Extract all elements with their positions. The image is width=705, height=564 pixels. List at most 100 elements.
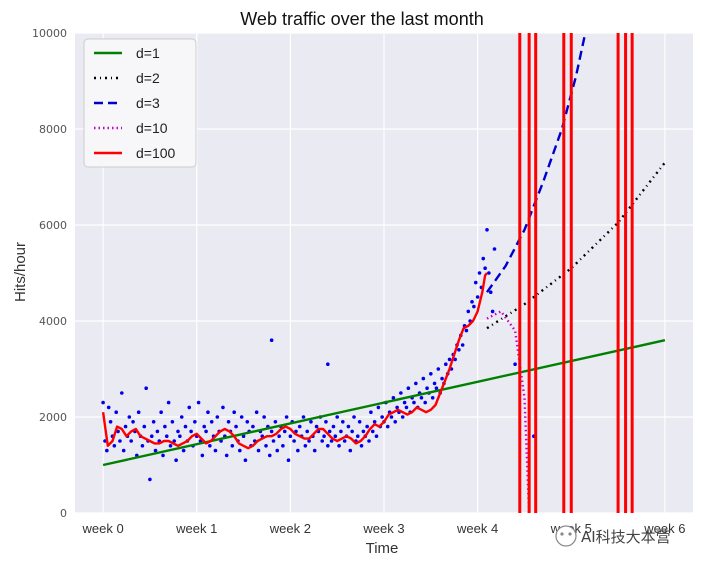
scatter-point (142, 424, 147, 429)
scatter-point (284, 415, 289, 419)
scatter-point (127, 415, 132, 419)
scatter-point (301, 415, 306, 419)
scatter-point (181, 448, 186, 453)
scatter-point (389, 415, 394, 419)
scatter-point (339, 429, 343, 434)
scatter-point (359, 444, 364, 448)
scatter-point (423, 400, 428, 405)
scatter-point (374, 434, 379, 439)
scatter-point (412, 400, 416, 405)
scatter-point (189, 429, 193, 434)
scatter-point (245, 420, 250, 424)
scatter-point (241, 434, 246, 439)
y-tick-label: 4000 (39, 315, 67, 328)
legend: d=1 d=2 d=3 d=10 d=100 (83, 38, 197, 168)
scatter-point (453, 357, 457, 362)
scatter-point (208, 444, 212, 448)
scatter-point (312, 448, 317, 453)
scatter-point (153, 448, 158, 453)
scatter-point (277, 434, 281, 439)
scatter-point (406, 386, 411, 391)
scatter-point (239, 415, 244, 419)
scatter-point (202, 424, 207, 429)
scatter-point (376, 405, 381, 410)
scatter-point (513, 362, 517, 367)
legend-box (83, 38, 197, 168)
scatter-point (148, 477, 152, 482)
y-tick-label: 6000 (39, 219, 67, 232)
scatter-point (140, 444, 145, 448)
watermark-logo-eye-left (560, 532, 564, 536)
scatter-point (232, 410, 236, 415)
scatter-point (444, 362, 448, 367)
scatter-point (421, 376, 426, 381)
scatter-point (402, 400, 407, 405)
scatter-point (320, 439, 325, 443)
scatter-point (151, 420, 156, 424)
scatter-point (273, 420, 278, 424)
scatter-point (348, 448, 353, 453)
scatter-point (492, 247, 497, 251)
scatter-point (483, 266, 487, 271)
scatter-point (391, 396, 396, 400)
legend-label: d=2 (136, 70, 160, 86)
scatter-point (105, 448, 109, 453)
scatter-point (352, 415, 356, 419)
scatter-point (472, 304, 476, 309)
scatter-point (264, 444, 268, 448)
scatter-point (473, 280, 478, 285)
scatter-point (342, 439, 347, 443)
grid (75, 32, 693, 514)
scatter-point (372, 420, 377, 424)
scatter-point (432, 381, 437, 386)
x-tick-label: week 0 (81, 521, 123, 536)
scatter-point (161, 453, 165, 458)
series-line-d=10 (486, 310, 531, 513)
x-tick-label: week 2 (269, 521, 311, 536)
scatter-point (269, 429, 274, 434)
scatter-point (425, 386, 429, 391)
scatter-point (286, 458, 291, 463)
scatter-point (238, 448, 242, 453)
scatter-point (108, 420, 113, 424)
legend-label: d=10 (136, 120, 168, 136)
scatter-point (393, 420, 398, 424)
scatter-point (196, 400, 201, 405)
scatter-point (183, 424, 188, 429)
scatter-point (106, 405, 111, 410)
scatter-point (477, 271, 482, 275)
scatter-point (367, 439, 371, 443)
scatter-point (187, 405, 192, 410)
scatter-point (168, 444, 173, 448)
scatter-point (256, 448, 261, 453)
scatter-point (475, 295, 480, 299)
scatter-point (215, 415, 220, 419)
scatter-point (365, 424, 369, 429)
scatter-point (123, 424, 128, 429)
scatter-point (481, 256, 486, 261)
x-tick-label: week 3 (362, 521, 404, 536)
scatter-point (327, 429, 332, 434)
scatter-point (118, 439, 122, 443)
scatter-point (170, 420, 175, 424)
scatter-point (457, 348, 461, 352)
scatter-point (326, 362, 330, 367)
legend-label: d=1 (136, 45, 160, 61)
scatter-point (213, 448, 218, 453)
scatter-point (281, 444, 285, 448)
y-axis-title: Hits/hour (12, 242, 29, 302)
scatter-point (419, 396, 424, 400)
scatter-point (224, 453, 229, 458)
watermark-text: AI科技大本营 (581, 528, 671, 546)
scatter-point (144, 386, 148, 391)
scatter-point (200, 453, 205, 458)
y-tick-label: 2000 (39, 411, 67, 424)
scatter-point (178, 434, 182, 439)
scatter-point (314, 424, 319, 429)
scatter-point (355, 434, 360, 439)
scatter-point (404, 405, 409, 410)
scatter-point (307, 439, 311, 443)
scatter-point (326, 444, 330, 448)
scatter-point (166, 400, 171, 405)
scatter-point (434, 386, 439, 391)
